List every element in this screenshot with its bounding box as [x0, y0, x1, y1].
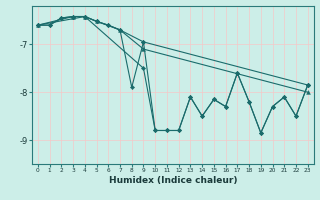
X-axis label: Humidex (Indice chaleur): Humidex (Indice chaleur) [108, 176, 237, 185]
